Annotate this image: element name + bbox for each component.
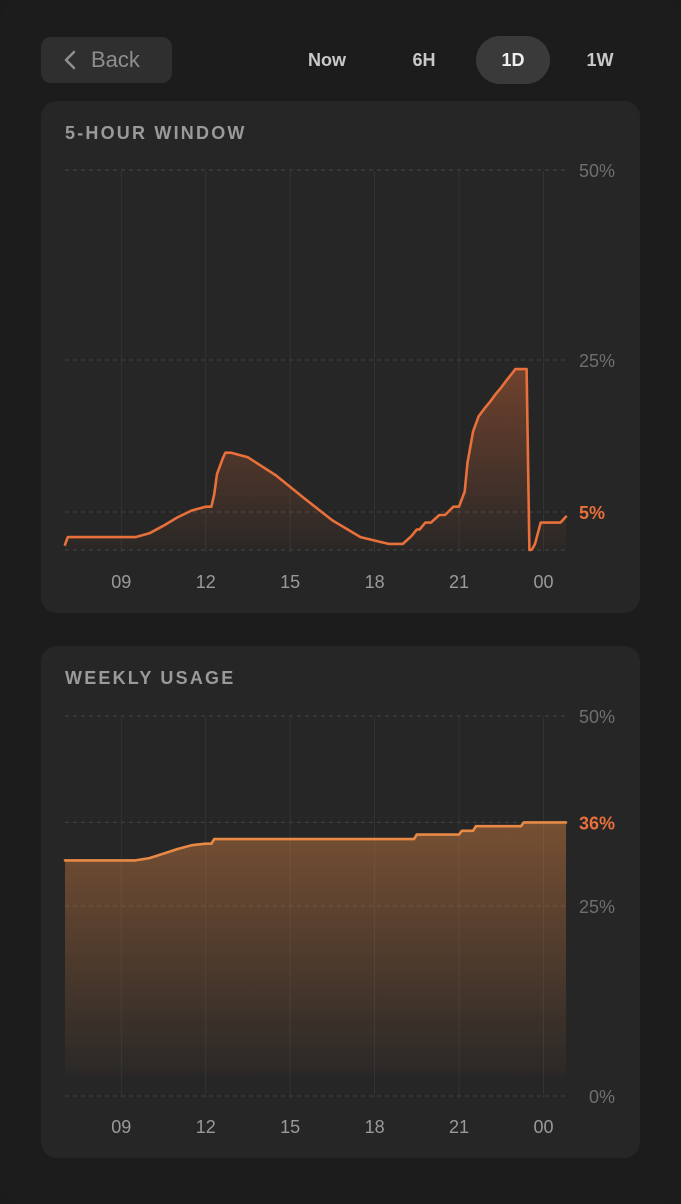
range-tab-label: Now — [308, 49, 346, 70]
x-tick-label: 15 — [280, 572, 300, 592]
y-tick-label: 0% — [589, 1087, 615, 1107]
back-button-label: Back — [91, 47, 140, 72]
y-tick-label: 25% — [579, 351, 615, 371]
y-tick-label: 50% — [579, 707, 615, 727]
series-line — [63, 821, 568, 862]
series-area — [65, 822, 566, 1076]
x-tick-label: 21 — [449, 1117, 469, 1137]
five-hour-window-chart: 50% 25% 5% 09 12 15 18 21 00 — [63, 161, 615, 592]
x-tick-label: 00 — [533, 1117, 553, 1137]
weekly-usage-chart: 50% 25% 0% 36% 09 12 15 18 21 00 — [63, 707, 615, 1137]
current-value-label: 36% — [579, 813, 615, 833]
weekly-usage-card: WEEKLY USAGE 50% 25% 0% 36% 09 12 15 18 21 00 — [41, 646, 640, 1158]
range-tab-1w[interactable]: 1W — [566, 36, 634, 84]
y-tick-label: 25% — [579, 897, 615, 917]
card-title: 5-HOUR WINDOW — [65, 123, 247, 143]
range-tab-1d[interactable]: 1D — [476, 36, 550, 84]
range-tab-label: 1W — [586, 49, 614, 70]
chevron-left-icon — [64, 50, 76, 70]
range-tab-label: 6H — [412, 49, 436, 70]
range-tab-now[interactable]: Now — [290, 36, 364, 84]
x-tick-label: 09 — [111, 572, 131, 592]
x-tick-label: 18 — [365, 572, 385, 592]
y-tick-label: 50% — [579, 161, 615, 181]
series-line — [63, 367, 568, 552]
current-value-label: 5% — [579, 503, 605, 523]
x-tick-label: 12 — [196, 572, 216, 592]
x-tick-label: 00 — [533, 572, 553, 592]
range-tab-label: 1D — [501, 49, 525, 70]
x-tick-label: 12 — [196, 1117, 216, 1137]
card-title: WEEKLY USAGE — [65, 668, 236, 688]
x-tick-label: 18 — [365, 1117, 385, 1137]
range-tab-6h[interactable]: 6H — [390, 36, 458, 84]
x-tick-label: 21 — [449, 572, 469, 592]
series-area — [65, 369, 566, 550]
x-tick-label: 09 — [111, 1117, 131, 1137]
x-tick-label: 15 — [280, 1117, 300, 1137]
five-hour-window-card: 5-HOUR WINDOW 50% 25% 5% 09 12 15 18 21 00 — [41, 101, 640, 613]
back-button[interactable]: Back — [41, 37, 172, 83]
